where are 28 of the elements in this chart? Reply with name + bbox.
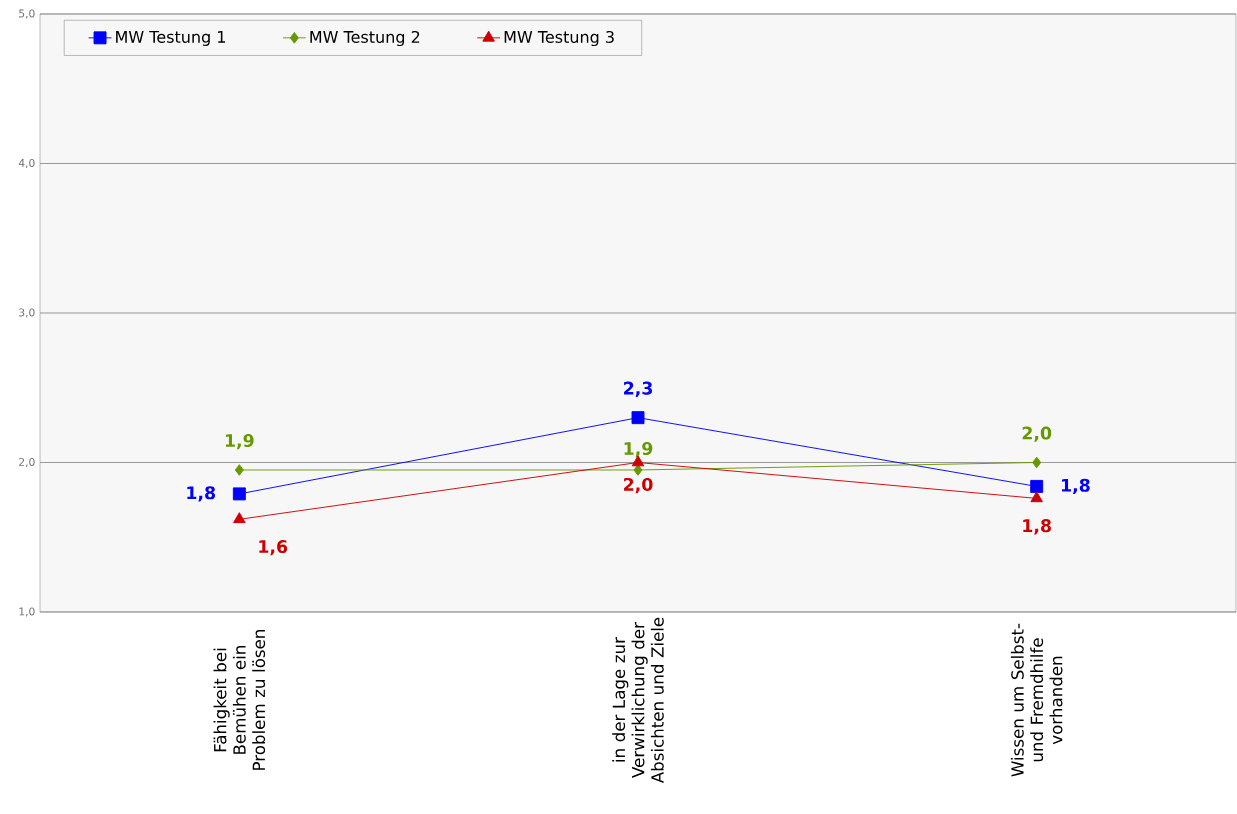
point xyxy=(1032,456,1042,469)
y-tick-label: 2,0 xyxy=(19,457,35,468)
legend-label: MW Testung 2 xyxy=(310,30,420,47)
y-tick-label: 3,0 xyxy=(19,308,35,318)
point xyxy=(631,411,645,425)
y-tick-label: 5,0 xyxy=(19,9,35,19)
data-label: 1,8 xyxy=(1023,519,1051,535)
y-tick-label: 1,0 xyxy=(19,607,35,617)
y-tick-label: 4,0 xyxy=(18,158,35,169)
data-label: 1,8 xyxy=(187,486,216,502)
x-tick-label: in der Lage zur Verwirklichung der Absichten und Ziele xyxy=(612,617,664,784)
x-tick-label: Fähigkeit bei Bemühen ein Problem zu lösen xyxy=(213,630,266,770)
data-label: 2,0 xyxy=(1022,426,1052,442)
data-label: 2,0 xyxy=(624,477,653,494)
x-tick-label: Wissen um Selbst- und Fremdhilfe vorhanden xyxy=(1010,623,1063,777)
point xyxy=(232,487,246,501)
data-label: 1,9 xyxy=(624,441,653,458)
point xyxy=(233,512,246,524)
legend-label: MW Testung 1 xyxy=(116,31,225,46)
data-label: 1,9 xyxy=(225,433,254,450)
data-label: 1,6 xyxy=(259,540,288,556)
point xyxy=(633,464,643,476)
legend-label: MW Testung 3 xyxy=(504,30,614,47)
point xyxy=(234,464,244,476)
data-label: 2,3 xyxy=(624,381,652,397)
data-label: 1,8 xyxy=(1062,478,1090,495)
point xyxy=(1030,479,1044,493)
point xyxy=(1030,491,1043,503)
